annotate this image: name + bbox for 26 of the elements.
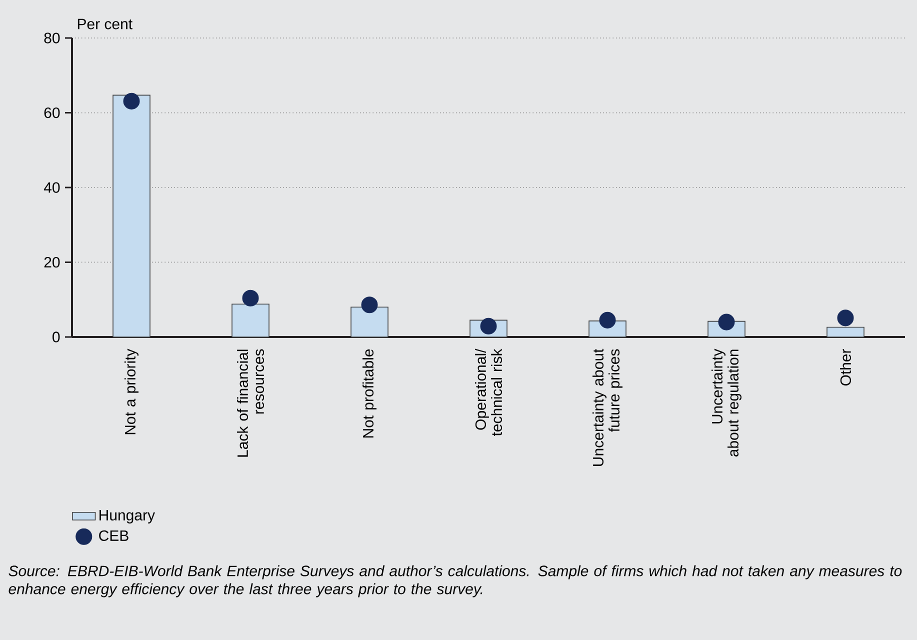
y-tick-label: 0 [52, 332, 60, 342]
x-tick-label: Lack of financial resources [236, 349, 264, 457]
y-tick-label: 80 [44, 32, 60, 44]
point [123, 92, 140, 110]
bar [112, 94, 150, 338]
point [599, 312, 616, 328]
x-tick-label: Other [840, 348, 852, 386]
x-tick-label: Uncertainty about regulation [712, 348, 742, 457]
point [718, 314, 735, 330]
point [361, 296, 378, 314]
x-tick-label: Not a priority [124, 348, 138, 434]
source-note: Source: EBRD-EIB-World Bank Enterprise Surveys and author’s calculations. Sample of firms which had not taken any measures to enhance energy efficiency over the last three years prior to the survey. [8, 565, 902, 598]
legend-label: Hungary [100, 510, 155, 524]
y-tick-label: 40 [44, 182, 60, 193]
legend-label: CEB [99, 530, 128, 541]
point [242, 290, 259, 306]
bar [826, 326, 864, 338]
y-tick-label: 20 [44, 256, 60, 268]
y-axis-title: Per cent [78, 18, 132, 30]
x-tick-label: Operational/ technical risk [474, 348, 502, 436]
x-tick-label: Uncertainty about future prices [592, 348, 622, 466]
bar [350, 306, 388, 338]
y-tick-label: 60 [44, 107, 60, 118]
bar [232, 304, 270, 338]
x-tick-label: Not profitable [362, 349, 376, 438]
point [837, 310, 854, 326]
